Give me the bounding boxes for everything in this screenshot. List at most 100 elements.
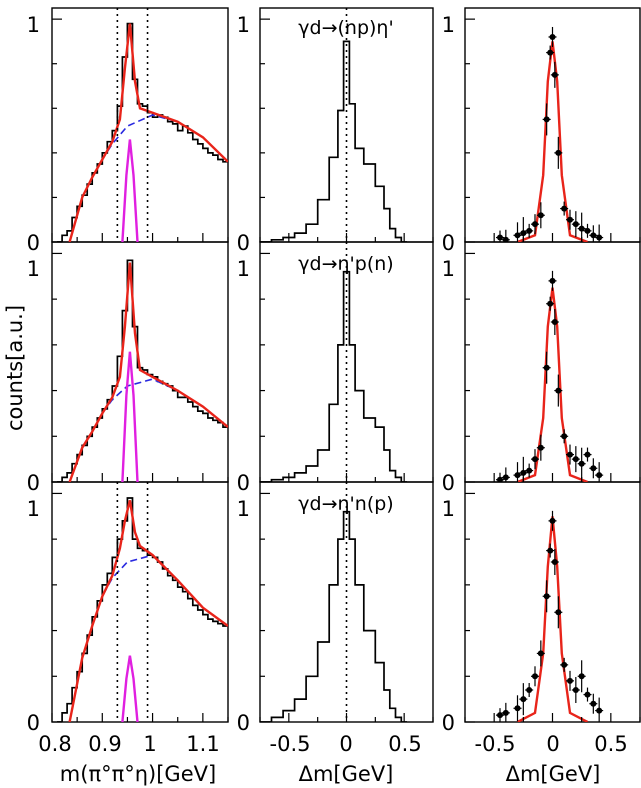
ytick-r0-mid-0: 0 (237, 231, 250, 255)
data-point-r0-right-0 (497, 234, 503, 241)
ytick-r2-right-1: 1 (442, 497, 455, 521)
data-point-r2-right-2 (514, 705, 521, 712)
ytick-r2-mid-1: 1 (237, 497, 250, 521)
histogram-r2-middle (260, 510, 407, 722)
xtick-right-0: 0 (546, 732, 559, 756)
x-axis-label-left: m(π°π°η)[GeV] (60, 762, 216, 786)
histogram-r2-left (57, 497, 228, 722)
background-fit-r2-left (68, 554, 228, 722)
data-point-r1-right-14 (572, 456, 579, 463)
data-point-r2-right-10 (551, 559, 558, 565)
total-fit-r0-left (68, 23, 228, 242)
data-point-r1-right-10 (551, 319, 558, 325)
plot-area-r1-left (57, 259, 228, 482)
background-fit-r0-left (68, 114, 228, 242)
signal-fit-r2-left (121, 655, 139, 722)
data-point-r1-right-12 (561, 433, 568, 440)
ytick-r1-mid-0: 0 (237, 471, 250, 495)
xtick-left-0.8: 0.8 (38, 732, 71, 756)
panel-r1-middle (259, 242, 434, 483)
ytick-r2-mid-0: 0 (237, 711, 250, 735)
data-point-r2-right-15 (578, 673, 585, 680)
data-point-r1-right-6 (537, 444, 544, 451)
ytick-r0-left-0: 0 (27, 231, 40, 255)
ytick-r1-left-1: 1 (27, 257, 40, 281)
plot-area-r2-right (496, 510, 604, 722)
data-point-r1-right-16 (584, 451, 591, 458)
data-point-r1-right-11 (555, 387, 562, 394)
data-point-r0-right-11 (555, 149, 562, 156)
data-point-r2-right-1 (502, 709, 509, 716)
ytick-r1-right-0: 0 (442, 471, 455, 495)
data-point-r2-right-7 (543, 593, 550, 600)
data-point-r2-right-5 (532, 673, 538, 680)
plot-area-r0-left (57, 8, 228, 242)
panel-r2-right (464, 492, 641, 723)
ytick-r2-right-0: 0 (442, 711, 455, 735)
panel-title-row2: γd→η'n(p) (298, 493, 393, 515)
panel-r1-left (51, 252, 229, 483)
data-point-r2-right-13 (567, 677, 573, 684)
ytick-r2-left-1: 1 (27, 497, 40, 521)
data-point-r1-right-13 (567, 451, 573, 458)
y-axis-label: counts[a.u.] (3, 305, 27, 431)
data-point-r2-right-18 (596, 707, 603, 714)
data-point-r2-right-3 (520, 696, 527, 703)
plot-area-r0-middle (260, 8, 407, 242)
data-point-r0-right-6 (537, 212, 544, 219)
xtick-left-1: 1 (143, 732, 156, 756)
ytick-r0-left-1: 1 (27, 13, 40, 37)
data-point-r1-right-9 (549, 277, 556, 284)
xtick-mid-0: 0 (339, 732, 352, 756)
xtick-right--0.5: -0.5 (475, 732, 516, 756)
data-point-r0-right-15 (578, 225, 585, 232)
data-point-r2-right-6 (537, 650, 544, 657)
xtick-mid--0.5: -0.5 (270, 732, 311, 756)
data-point-r0-right-7 (543, 116, 550, 123)
data-point-r0-right-3 (520, 230, 527, 237)
histogram-r1-left (57, 259, 228, 482)
x-axis-label-mid: Δm[GeV] (299, 762, 394, 786)
data-point-r1-right-3 (520, 469, 527, 476)
data-point-r2-right-8 (547, 547, 554, 554)
panel-contents (51, 8, 641, 723)
data-point-r0-right-10 (551, 71, 558, 78)
data-point-r1-right-15 (578, 460, 585, 467)
signal-fit-r0-left (121, 139, 139, 242)
histogram-r1-middle (260, 270, 407, 482)
ytick-r0-right-0: 0 (442, 231, 455, 255)
xtick-left-0.9: 0.9 (88, 732, 121, 756)
ytick-r0-mid-1: 1 (237, 13, 250, 37)
data-point-r0-right-16 (584, 227, 591, 234)
data-point-r2-right-9 (549, 517, 556, 524)
xtick-right-0.5: 0.5 (594, 732, 627, 756)
data-point-r1-right-17 (590, 465, 597, 472)
data-point-r1-right-7 (543, 364, 550, 371)
ytick-r1-right-1: 1 (442, 257, 455, 281)
ytick-r1-mid-1: 1 (237, 257, 250, 281)
data-point-r0-right-1 (502, 236, 509, 242)
plot-area-r2-left (57, 482, 228, 722)
data-point-r2-right-0 (497, 712, 503, 719)
data-point-r1-right-0 (497, 476, 503, 482)
data-point-r1-right-2 (514, 472, 521, 479)
data-point-r0-right-18 (596, 234, 603, 241)
y-tick-labels: 1 0 1 0 1 0 1 0 1 0 1 0 1 0 1 0 1 0 (27, 13, 455, 735)
data-point-r2-right-17 (590, 700, 597, 707)
data-point-r0-right-2 (514, 232, 521, 239)
data-point-r2-right-11 (555, 609, 562, 616)
plot-area-r1-middle (260, 242, 407, 482)
panel-r2-middle (259, 482, 434, 723)
histogram-r0-middle (260, 40, 407, 242)
data-point-r1-right-18 (596, 472, 603, 479)
total-fit-r1-left (68, 262, 228, 482)
plot-area-r1-right (496, 270, 604, 482)
panel-r0-middle (259, 8, 434, 243)
ytick-r0-right-1: 1 (442, 13, 455, 37)
data-point-r1-right-1 (502, 474, 509, 481)
data-point-r1-right-8 (547, 300, 554, 307)
histogram-r0-left (57, 22, 228, 242)
x-axis-label-right: Δm[GeV] (506, 762, 601, 786)
data-point-r0-right-17 (590, 232, 597, 239)
plot-area-r0-right (496, 26, 604, 242)
